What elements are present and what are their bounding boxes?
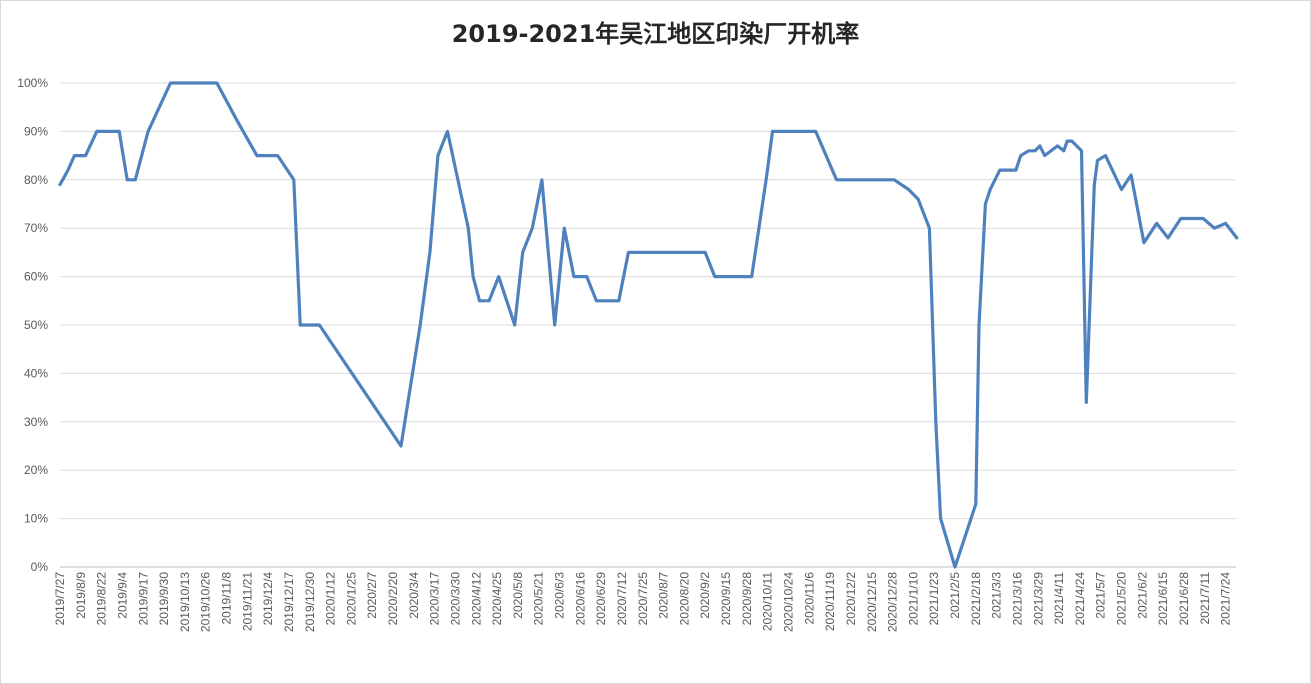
- x-tick-label: 2019/11/8: [220, 572, 234, 625]
- chart-title: 2019-2021年吴江地区印染厂开机率: [451, 20, 860, 48]
- y-tick-label: 40%: [24, 366, 48, 380]
- x-tick-label: 2021/1/23: [927, 572, 941, 626]
- x-tick-label: 2021/1/10: [906, 572, 920, 626]
- x-tick-label: 2020/6/29: [594, 572, 608, 626]
- x-tick-label: 2021/7/24: [1219, 572, 1233, 626]
- x-tick-label: 2019/12/30: [303, 572, 317, 632]
- x-tick-label: 2020/3/17: [428, 572, 442, 626]
- x-tick-label: 2020/10/24: [781, 572, 795, 632]
- x-tick-label: 2019/9/17: [136, 572, 150, 626]
- y-tick-label: 50%: [24, 318, 48, 332]
- y-tick-label: 80%: [24, 173, 48, 187]
- y-tick-label: 10%: [24, 512, 48, 526]
- x-tick-label: 2020/9/15: [719, 572, 733, 626]
- y-tick-label: 70%: [24, 221, 48, 235]
- x-tick-label: 2021/5/20: [1115, 572, 1129, 626]
- x-tick-label: 2020/4/25: [490, 572, 504, 626]
- y-tick-label: 100%: [17, 76, 48, 90]
- x-tick-label: 2021/5/7: [1094, 572, 1108, 619]
- x-tick-label: 2020/12/2: [844, 572, 858, 626]
- x-tick-label: 2019/8/9: [74, 572, 88, 619]
- x-tick-label: 2020/9/28: [740, 572, 754, 626]
- x-tick-label: 2021/3/3: [990, 572, 1004, 619]
- x-tick-label: 2020/1/25: [344, 572, 358, 626]
- x-tick-label: 2020/1/12: [324, 572, 338, 626]
- x-tick-label: 2020/6/16: [573, 572, 587, 626]
- x-tick-label: 2020/8/7: [657, 572, 671, 619]
- series-line: [58, 81, 1239, 569]
- y-tick-label: 0%: [31, 560, 49, 574]
- x-tick-label: 2020/8/20: [677, 572, 691, 626]
- x-tick-label: 2020/11/19: [823, 572, 837, 631]
- x-tick-label: 2021/4/11: [1052, 572, 1066, 625]
- x-tick-label: 2019/10/13: [178, 572, 192, 632]
- y-tick-label: 90%: [24, 124, 48, 138]
- x-tick-label: 2020/12/28: [886, 572, 900, 632]
- x-tick-label: 2020/3/30: [448, 572, 462, 626]
- x-tick-label: 2021/2/5: [948, 572, 962, 619]
- x-tick-label: 2020/12/15: [865, 572, 879, 632]
- x-tick-label: 2019/7/27: [53, 572, 67, 626]
- x-tick-label: 2019/8/22: [95, 572, 109, 626]
- x-tick-label: 2021/7/11: [1198, 572, 1212, 625]
- x-tick-label: 2020/11/6: [802, 572, 816, 625]
- x-tick-label: 2021/4/24: [1073, 572, 1087, 626]
- x-tick-label: 2020/2/20: [386, 572, 400, 626]
- x-tick-label: 2020/9/2: [698, 572, 712, 619]
- x-tick-label: 2020/7/25: [636, 572, 650, 626]
- x-tick-label: 2019/11/21: [240, 572, 254, 631]
- x-tick-label: 2021/3/29: [1031, 572, 1045, 626]
- x-tick-label: 2021/2/18: [969, 572, 983, 626]
- x-tick-label: 2020/7/12: [615, 572, 629, 626]
- y-tick-label: 20%: [24, 463, 48, 477]
- x-tick-label: 2019/12/17: [282, 572, 296, 632]
- x-tick-label: 2020/4/12: [469, 572, 483, 626]
- x-tick-label: 2020/3/4: [407, 572, 421, 619]
- y-tick-label: 30%: [24, 415, 48, 429]
- x-tick-label: 2020/2/7: [365, 572, 379, 619]
- x-tick-label: 2021/6/28: [1177, 572, 1191, 626]
- x-tick-label: 2019/9/4: [115, 572, 129, 619]
- x-tick-label: 2021/3/16: [1010, 572, 1024, 626]
- x-tick-label: 2019/9/30: [157, 572, 171, 626]
- x-tick-label: 2020/10/11: [761, 572, 775, 631]
- x-tick-label: 2019/10/26: [199, 572, 213, 632]
- x-tick-label: 2021/6/15: [1156, 572, 1170, 626]
- x-tick-label: 2020/5/8: [511, 572, 525, 619]
- x-tick-label: 2019/12/4: [261, 572, 275, 626]
- x-tick-label: 2020/5/21: [532, 572, 546, 626]
- y-tick-label: 60%: [24, 270, 48, 284]
- x-tick-label: 2021/6/2: [1135, 572, 1149, 619]
- x-tick-label: 2020/6/3: [553, 572, 567, 619]
